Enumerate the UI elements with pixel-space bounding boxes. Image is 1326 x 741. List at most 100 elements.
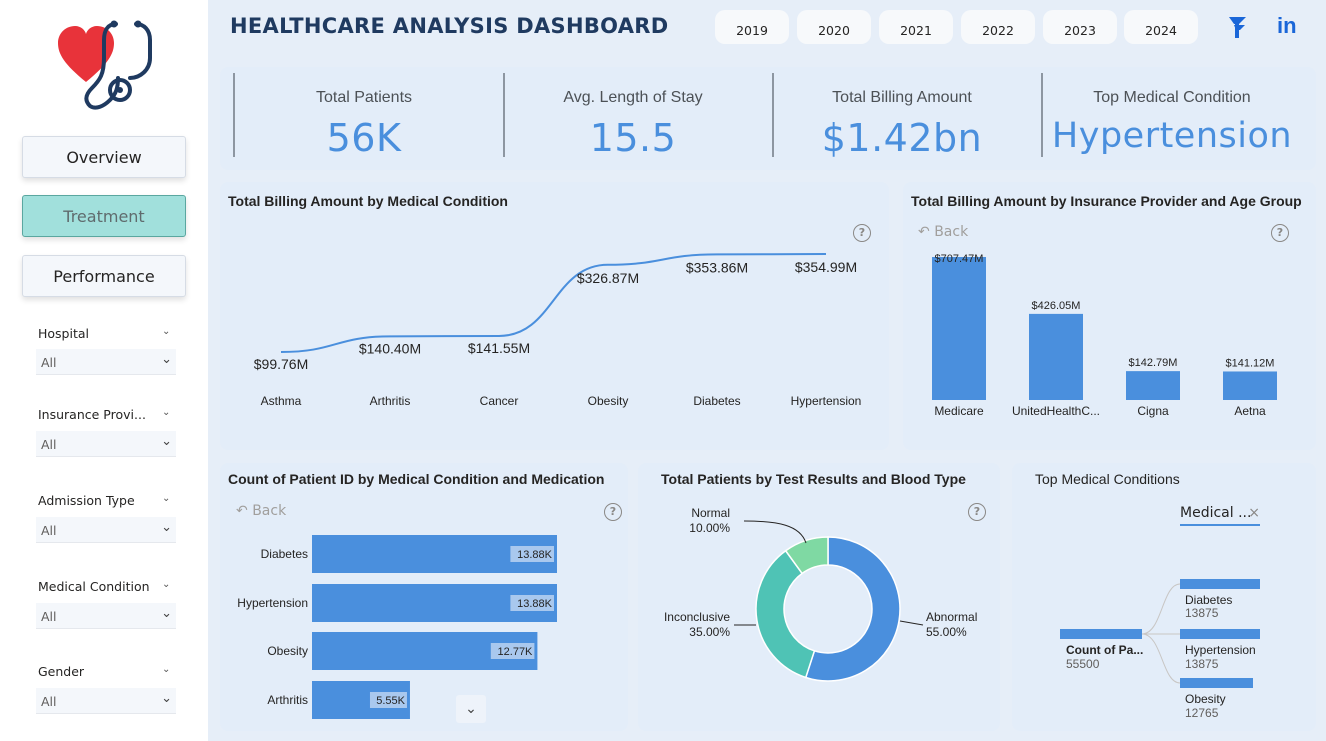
slicer-hospital-dropdown[interactable]: All ⌄ xyxy=(36,349,176,375)
kpi-divider xyxy=(1041,73,1043,157)
nav-performance-label: Performance xyxy=(53,266,155,286)
x-axis-tick-label: Cancer xyxy=(480,394,519,408)
data-label: $142.79M xyxy=(1129,357,1178,369)
slicer-insurance-title: Insurance Provi... xyxy=(38,407,146,422)
tree-child-value-hypertension: 13875 xyxy=(1185,657,1219,671)
linkedin-icon[interactable]: in xyxy=(1277,13,1297,38)
data-label-background xyxy=(490,643,535,659)
slicer-insurance-value: All xyxy=(41,437,57,452)
billing-series-line[interactable] xyxy=(280,253,827,353)
slicer-condition-dropdown[interactable]: All ⌄ xyxy=(36,603,176,629)
x-axis-tick-label: Diabetes xyxy=(693,394,740,408)
data-label: $140.40M xyxy=(359,340,421,356)
back-arrow-icon: ↶ xyxy=(918,224,930,240)
insurance-bar[interactable] xyxy=(1029,313,1083,400)
patients-by-test-title: Total Patients by Test Results and Blood… xyxy=(661,471,966,487)
left-panel: Overview Treatment Performance Hospital … xyxy=(0,0,208,741)
y-axis-tick-label: Hypertension xyxy=(237,596,308,610)
year-button-2022[interactable]: 2022 xyxy=(961,10,1035,44)
tree-root-bar[interactable] xyxy=(1060,629,1142,639)
tree-root-label: Count of Pa... xyxy=(1066,643,1143,657)
kpi-avg-stay-label: Avg. Length of Stay xyxy=(563,89,703,106)
year-button-2024[interactable]: 2024 xyxy=(1124,10,1198,44)
x-axis-tick-label: Cigna xyxy=(1137,404,1169,418)
tree-child-label-hypertension: Hypertension xyxy=(1185,643,1256,657)
chevron-down-icon[interactable]: ⌄ xyxy=(162,407,171,418)
chevron-down-icon: ⌄ xyxy=(161,434,172,449)
tree-child-label-obesity: Obesity xyxy=(1185,692,1226,706)
y-axis-tick-label: Diabetes xyxy=(261,547,308,561)
inconclusive-pct: 35.00% xyxy=(689,625,730,639)
nav-overview-label: Overview xyxy=(66,147,142,167)
slicer-condition-value: All xyxy=(41,609,57,624)
chevron-down-icon[interactable]: ⌄ xyxy=(162,664,171,675)
nav-overview-button[interactable]: Overview xyxy=(22,136,186,178)
help-icon[interactable]: ? xyxy=(968,503,986,521)
kpi-top-condition-value: Hypertension xyxy=(1051,116,1293,156)
data-label-background xyxy=(369,692,407,708)
kpi-top-condition-label: Top Medical Condition xyxy=(1093,89,1251,106)
back-label: Back xyxy=(252,503,287,519)
kpi-card xyxy=(220,67,1316,170)
year-button-2019[interactable]: 2019 xyxy=(715,10,789,44)
chevron-down-icon: ⌄ xyxy=(465,701,477,717)
y-axis-tick-label: Arthritis xyxy=(267,693,308,707)
slicer-admission-value: All xyxy=(41,523,57,538)
healthcare-logo-icon xyxy=(58,20,152,110)
tree-link xyxy=(1141,583,1181,635)
donut-slice-abnormal[interactable] xyxy=(804,536,901,682)
insurance-bar[interactable] xyxy=(1223,371,1277,400)
data-label-background xyxy=(510,546,554,562)
x-axis-tick-label: UnitedHealthC... xyxy=(1012,404,1100,418)
filter-label: Medical ... xyxy=(1180,505,1252,521)
tree-child-bar-hypertension[interactable] xyxy=(1180,629,1260,639)
y-axis-tick-label: Obesity xyxy=(267,644,308,658)
kpi-divider xyxy=(503,73,505,157)
chevron-down-icon: ⌄ xyxy=(161,520,172,535)
data-label: 13.88K xyxy=(517,598,553,610)
test-results-donut-chart: Normal 10.00% Inconclusive 35.00% Abnorm… xyxy=(664,506,977,682)
tree-child-bar-diabetes[interactable] xyxy=(1180,579,1260,589)
year-button-2020[interactable]: 2020 xyxy=(797,10,871,44)
chevron-down-icon: ⌄ xyxy=(161,606,172,621)
donut-slice-normal[interactable] xyxy=(784,536,829,575)
inconclusive-label: Inconclusive xyxy=(664,610,730,624)
close-icon[interactable]: × xyxy=(1248,505,1260,521)
kpi-total-billing-label: Total Billing Amount xyxy=(832,89,972,106)
tree-child-bar-obesity[interactable] xyxy=(1180,678,1253,688)
nav-treatment-button[interactable]: Treatment xyxy=(22,195,186,237)
scroll-down-button[interactable]: ⌄ xyxy=(456,695,486,723)
tree-root-value: 55500 xyxy=(1066,657,1100,671)
slicer-hospital-title: Hospital xyxy=(38,326,90,341)
slicer-insurance-dropdown[interactable]: All ⌄ xyxy=(36,431,176,457)
help-icon[interactable]: ? xyxy=(604,503,622,521)
kpi-divider xyxy=(233,73,235,157)
chevron-down-icon[interactable]: ⌄ xyxy=(162,326,171,337)
slicer-gender-dropdown[interactable]: All ⌄ xyxy=(36,688,176,714)
year-button-2023[interactable]: 2023 xyxy=(1043,10,1117,44)
nav-performance-button[interactable]: Performance xyxy=(22,255,186,297)
slicer-admission-dropdown[interactable]: All ⌄ xyxy=(36,517,176,543)
x-axis-tick-label: Medicare xyxy=(934,404,984,418)
medical-condition-filter-chip[interactable]: Medical ... × xyxy=(1180,505,1260,526)
help-icon[interactable]: ? xyxy=(853,224,871,242)
back-button[interactable]: ↶ Back xyxy=(236,503,286,519)
help-icon[interactable]: ? xyxy=(1271,224,1289,242)
year-button-2021[interactable]: 2021 xyxy=(879,10,953,44)
data-label: $707.47M xyxy=(935,253,984,265)
insurance-bar[interactable] xyxy=(932,257,986,400)
x-axis-tick-label: Hypertension xyxy=(791,394,862,408)
donut-slice-inconclusive[interactable] xyxy=(755,549,816,679)
fabric-logo-icon[interactable] xyxy=(1226,14,1250,40)
chevron-down-icon[interactable]: ⌄ xyxy=(162,493,171,504)
nav-treatment-label: Treatment xyxy=(63,206,145,226)
insurance-bar[interactable] xyxy=(1126,371,1180,400)
kpi-total-patients-label: Total Patients xyxy=(315,89,413,106)
data-label: $326.87M xyxy=(577,270,639,286)
chevron-down-icon[interactable]: ⌄ xyxy=(162,579,171,590)
billing-by-condition-card xyxy=(220,182,889,450)
abnormal-pct: 55.00% xyxy=(926,625,967,639)
back-button[interactable]: ↶ Back xyxy=(918,224,968,240)
chevron-down-icon: ⌄ xyxy=(161,691,172,706)
tree-link xyxy=(1141,633,1181,684)
